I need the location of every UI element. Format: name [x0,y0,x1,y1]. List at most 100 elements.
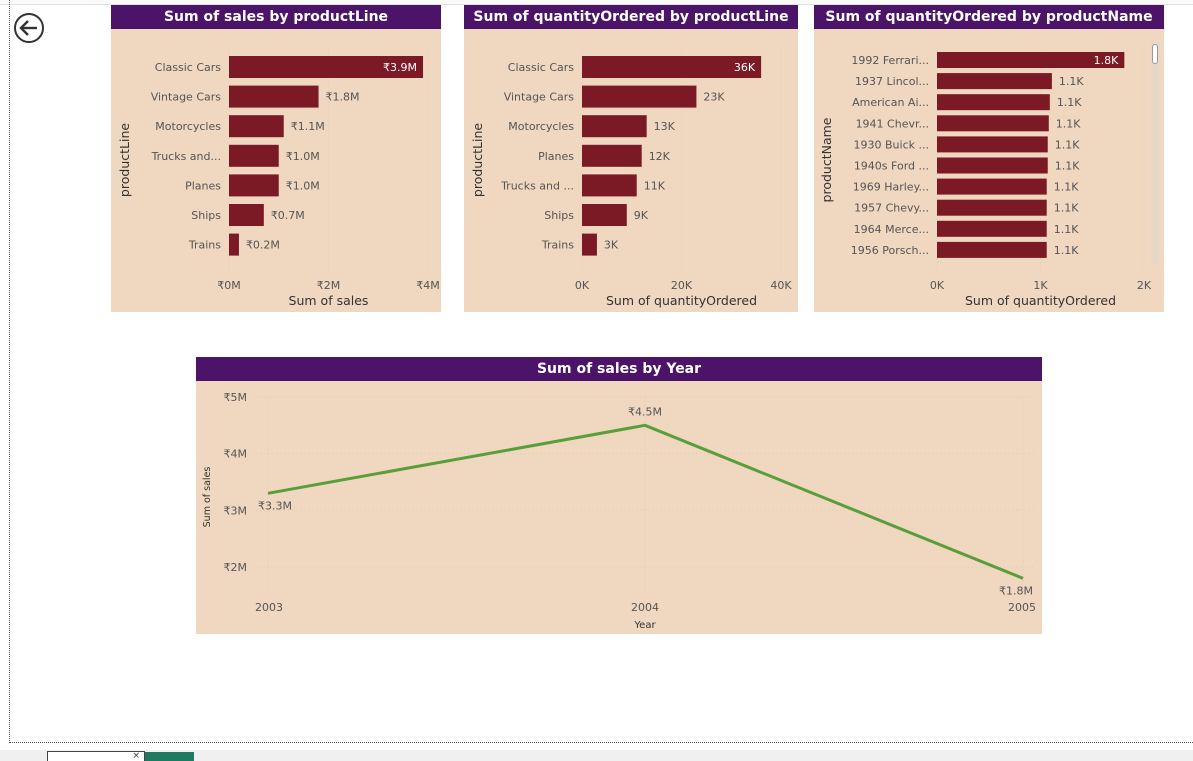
category-label: Trucks and ... [500,179,574,192]
add-page-button[interactable] [145,752,194,761]
quantity-by-productname-visual[interactable]: Sum of quantityOrdered by productName 0K… [814,5,1164,312]
category-label: Motorcycles [508,120,574,133]
visual-title: Sum of quantityOrdered by productLine [464,5,798,29]
visual-title: Sum of sales by productLine [111,5,441,29]
bar [582,233,597,256]
category-label: Ships [544,209,574,222]
x-tick-label: 2003 [255,601,283,614]
data-label: 1.1K [1055,138,1080,151]
bar [937,241,1047,258]
data-label: ₹1.1M [291,120,325,133]
bar [229,56,424,78]
bar [582,115,647,138]
data-label: 3K [604,239,619,252]
sales-by-productline-visual[interactable]: Sum of sales by productLine ₹0M ₹2M ₹4M Cla… [111,5,441,312]
category-label: 1992 Ferrari... [851,54,929,67]
page-tab[interactable]: × [47,751,145,761]
x-tick-label: ₹4M [416,279,440,292]
category-label: American Ai... [852,96,929,109]
x-axis-title: Year [633,620,656,631]
quantity-by-productline-visual[interactable]: Sum of quantityOrdered by productLine 0K… [464,5,798,312]
data-label: 1.1K [1055,160,1080,173]
category-label: 1956 Porsch... [851,244,929,257]
y-tick-label: ₹4M [224,448,248,461]
bar [937,157,1048,174]
bar [582,85,697,108]
data-label: 1.8K [1094,54,1119,67]
data-label: 1.1K [1056,117,1081,130]
scrollbar-track[interactable] [1151,42,1159,264]
bar [582,204,627,226]
x-tick-label: 0K [575,279,590,292]
bar [937,136,1048,153]
y-tick-label: ₹2M [224,561,248,574]
bar [582,174,637,197]
category-label: Classic Cars [155,61,221,74]
category-label: 1957 Chevy... [854,202,929,215]
category-label: Planes [185,179,221,192]
line-chart: ₹2M ₹3M ₹4M ₹5M ₹3.3M ₹4.5M ₹1.8M 2003 2004 2005 Y… [202,391,1036,631]
x-tick-label: 0K [930,279,945,292]
report-page-border [9,0,1193,743]
category-label: 1940s Ford ... [854,160,929,173]
x-tick-label: ₹2M [317,279,341,292]
data-label: ₹3.3M [258,499,292,512]
category-label: Vintage Cars [151,91,222,104]
ribbon-edge [0,0,1193,5]
bar [937,94,1050,111]
x-axis-title: Sum of sales [289,293,369,308]
bar [937,52,1125,68]
y-tick-label: ₹5M [224,391,248,404]
category-label: Trains [188,239,221,252]
y-axis-title: productLine [470,123,485,197]
visual-title: Sum of quantityOrdered by productName [814,5,1164,29]
data-label: ₹1.0M [286,150,320,163]
category-label: Ships [191,209,221,222]
visual-title: Sum of sales by Year [196,357,1042,381]
category-label: 1969 Harley... [853,181,929,194]
scrollbar-thumb[interactable] [1152,44,1158,64]
x-tick-label: 40K [770,279,792,292]
data-label: ₹1.0M [286,179,320,192]
data-label: ₹3.9M [383,61,417,74]
bar [229,233,239,256]
data-label: 23K [703,91,725,104]
category-label: Trucks and... [151,150,221,163]
bar [937,115,1049,132]
page-tabs-bar [0,750,1193,761]
back-arrow-icon [14,13,44,43]
sales-by-year-visual[interactable]: Sum of sales by Year ₹2M ₹3M ₹4M ₹5M ₹3.3M ₹4… [196,357,1042,634]
bar [229,174,279,197]
data-label: 1.1K [1057,96,1082,109]
data-label: 12K [649,150,671,163]
data-label: 1.1K [1059,75,1084,88]
back-button[interactable] [13,12,45,44]
data-label: 1.1K [1054,244,1079,257]
bar [229,144,279,167]
category-label: 1937 Lincol... [855,75,929,88]
category-label: Classic Cars [508,61,574,74]
bar [937,220,1047,237]
category-label: 1964 Merce... [854,223,929,236]
x-tick-label: 20K [671,279,693,292]
data-label: 11K [644,179,666,192]
bar [937,73,1052,90]
bar [229,204,264,226]
bar [937,178,1047,195]
category-label: 1941 Chevr... [856,117,929,130]
x-tick-label: ₹0M [217,279,241,292]
data-label: ₹0.2M [246,239,280,252]
category-label: Planes [538,150,574,163]
data-label: ₹1.8M [326,91,360,104]
y-axis-title: productName [819,117,834,202]
x-tick-label: 2004 [631,601,659,614]
category-label: Trains [541,239,574,252]
y-axis-title: Sum of sales [202,467,213,528]
series-line [267,423,1024,580]
close-icon[interactable]: × [132,751,140,761]
bar [229,85,319,108]
category-label: Vintage Cars [504,91,575,104]
bar-chart: 0K 1K 2K 1992 Ferrari... 1.8K 1937 Lincol... 1… [819,46,1152,308]
x-tick-label: 2K [1137,279,1152,292]
data-label: 13K [654,120,676,133]
